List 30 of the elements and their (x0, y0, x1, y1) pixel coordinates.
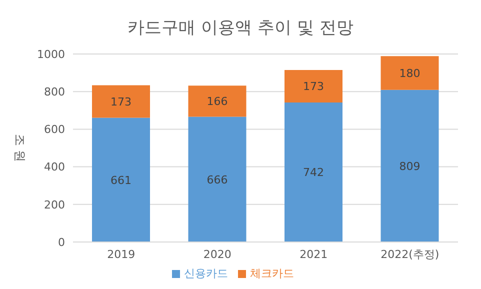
bar (188, 116, 246, 242)
data-label: 173 (110, 95, 132, 108)
y-tick-label: 1000 (37, 48, 65, 61)
data-label: 666 (206, 173, 228, 186)
legend-label: 체크카드 (250, 267, 294, 280)
bar (284, 102, 342, 242)
bar (188, 86, 246, 117)
data-label: 661 (110, 174, 132, 187)
data-label: 180 (399, 66, 420, 80)
y-tick-label: 0 (58, 236, 65, 249)
data-label: 166 (206, 95, 228, 108)
x-tick-label: 2022(추정) (380, 248, 440, 261)
x-tick-label: 2019 (107, 248, 136, 261)
data-label: 809 (399, 160, 420, 173)
y-tick-label: 600 (44, 123, 65, 136)
bar (380, 56, 439, 90)
bar (92, 118, 150, 242)
data-label: 173 (303, 80, 324, 94)
y-tick-label: 400 (44, 160, 65, 174)
chart-title: 카드구매 이용액 추이 및 전망 (126, 17, 354, 40)
y-tick-label: 200 (44, 198, 65, 212)
bar (284, 70, 342, 103)
y-axis-title: 조 원 (12, 134, 27, 162)
x-tick-label: 2021 (300, 248, 328, 261)
x-tick-label: 2020 (203, 248, 232, 261)
bar (92, 85, 150, 118)
data-label: 742 (303, 166, 324, 180)
bar (380, 90, 439, 242)
legend-label: 신용카드 (184, 267, 228, 280)
y-tick-label: 800 (44, 86, 65, 99)
